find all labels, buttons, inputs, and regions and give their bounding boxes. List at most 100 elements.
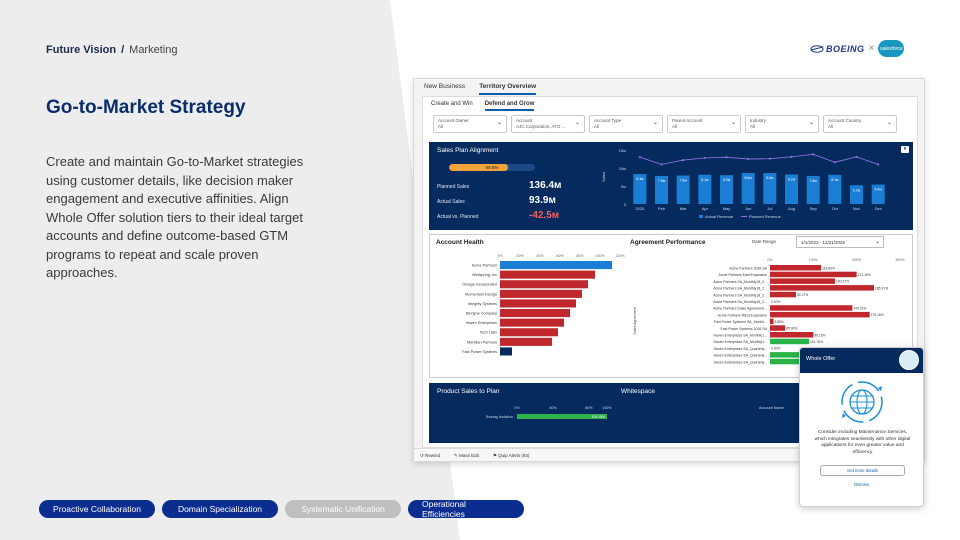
chevron-down-icon: ⌄ (808, 120, 814, 126)
actual-revenue-bar (806, 175, 820, 204)
x-tick-label: Oct (832, 206, 839, 211)
agreement-label: Acme Partners SA_Monthly18_2... (713, 300, 767, 304)
planned-revenue-point (768, 157, 771, 160)
y-tick-label: 5м (621, 184, 626, 189)
capability-pills: Proactive Collaboration Domain Specializ… (39, 499, 524, 519)
filter-account-type[interactable]: Account Type All ⌄ (589, 115, 663, 133)
agreement-value-label: 100.27% (836, 280, 849, 284)
subtab-defend-and-grow[interactable]: Defend and Grow (484, 101, 535, 111)
account-label: Bindyne Company (466, 312, 497, 316)
tab-new-business[interactable]: New Business (424, 83, 466, 90)
agreement-label: Haven Enterprises SA_Quarterly... (714, 360, 767, 364)
planned-revenue-line (639, 153, 879, 165)
dismiss-link[interactable]: Dismiss (854, 482, 869, 487)
agreement-label: Fast Power Systems SA_Monthl... (714, 320, 767, 324)
planned-revenue-point (855, 155, 858, 158)
account-health-bar (500, 309, 570, 318)
x-tick-label: 300% (895, 258, 905, 262)
agreement-bar (770, 318, 774, 325)
actual-vs-planned-label: Actual vs. Planned (437, 214, 479, 220)
x-tick-label: 200% (852, 258, 862, 262)
pill-systematic-unification[interactable]: Systematic Unification (285, 500, 401, 518)
filter-parent-account[interactable]: Parent Account All ⌄ (667, 115, 741, 133)
filter-account-owner[interactable]: Account Owner All ⌄ (433, 115, 507, 133)
breadcrumb: Future Vision / Marketing (46, 44, 177, 56)
x-tick-label: 80% (576, 254, 584, 258)
filter-value: All (750, 124, 756, 129)
account-label: Integrity Systems (468, 302, 497, 306)
agreement-value-label: 140.31% (853, 307, 866, 311)
account-health-bar (500, 318, 564, 327)
product-label: Boeing Isolation (486, 415, 513, 419)
tab-territory-overview[interactable]: Territory Overview (479, 83, 537, 95)
agreement-bar (770, 352, 801, 358)
date-range-label: Date Range (752, 239, 777, 244)
whitespace-column-label: Account Name (759, 406, 784, 410)
agreement-value-label: 8.89% (774, 320, 783, 324)
actual-revenue-bar (720, 175, 733, 204)
planned-revenue-point (660, 163, 663, 166)
sales-plan-title: Sales Plan Alignment (437, 147, 499, 154)
sales-plan-chart: 15м 10м 5м 0 Sales 8.3м 2020 7.8м Feb 7.9м Mar 8.1м… (601, 148, 885, 219)
account-health-bar (500, 270, 595, 279)
agreement-bar (770, 285, 874, 291)
quip-alerts-button[interactable]: ⚑ Quip Alerts (93) (492, 453, 530, 458)
agreement-label: Acme Partners 2026 SA (729, 267, 767, 271)
get-more-details-button[interactable]: Get more details (820, 465, 905, 476)
legend-label-actual: Actual Revenue (705, 214, 734, 219)
filter-account[interactable]: Account AJC Corporation, ATO ... ⌄ (511, 115, 585, 133)
agreement-label: Haven Enterprises SA_Quarterly... (714, 354, 767, 358)
chevron-down-icon: ⌄ (574, 120, 580, 126)
planned-revenue-point (638, 156, 641, 159)
bar-data-label: 8.1м (831, 178, 839, 182)
account-health-bar (500, 347, 512, 356)
agreement-value-label: 52.27% (797, 293, 808, 297)
x-tick-label: Mar (680, 206, 688, 211)
pill-proactive-collaboration[interactable]: Proactive Collaboration (39, 500, 155, 518)
x-tick-label: 100% (602, 406, 612, 410)
account-health-bar (500, 337, 552, 346)
filter-account-country[interactable]: Account Country All ⌄ (823, 115, 897, 133)
logos: BOEING × salesforce (810, 40, 905, 57)
mass-edit-button[interactable]: ✎ Mass Edit (454, 453, 479, 458)
subtab-create-and-win[interactable]: Create and Win (431, 101, 473, 107)
agreement-performance-title: Agreement Performance (630, 239, 706, 246)
logo-separator: × (868, 43, 875, 54)
agreement-value-label: 121.16% (858, 273, 871, 277)
agreement-label: Acme Partners SA_Monthly18_2... (713, 280, 767, 284)
y-axis-label: Sales (601, 172, 606, 182)
y-tick-label: 10м (619, 166, 626, 171)
filter-value: AJC Corporation, ATO ... (516, 124, 566, 129)
account-label: Omega Incorporated (462, 283, 497, 287)
page-description: Create and maintain Go-to-Market strateg… (46, 154, 304, 280)
pill-domain-specialization[interactable]: Domain Specialization (162, 500, 278, 518)
planned-revenue-point (877, 163, 880, 166)
dashboard-tabs: New Business Territory Overview (424, 83, 537, 95)
agreement-bar (770, 271, 857, 278)
bar-data-label: 8.6м (745, 176, 753, 180)
date-range-select[interactable]: 1/1/2022 - 12/31/2026 ⌄ (796, 236, 884, 248)
agreement-bar (770, 325, 786, 331)
pill-operational-efficiencies[interactable]: Operational Efficiencies (408, 499, 524, 519)
panel-menu-icon[interactable]: ▾ (901, 146, 909, 153)
y-tick-label: 0 (624, 202, 627, 207)
account-label: Fast Power Systems (462, 350, 497, 354)
agreement-label: Acme Partners East Expansion (719, 273, 767, 277)
rewind-button[interactable]: ↺ Rewind (420, 453, 441, 458)
planned-revenue-point (747, 157, 750, 161)
filter-label: Account Type (594, 118, 622, 123)
whole-offer-card: Whole Offer Consider including Maintenan… (799, 347, 924, 507)
actual-revenue-bar (785, 174, 798, 204)
agreement-label: Acme Partners Sales Agreement... (713, 307, 767, 311)
globe-refresh-icon (841, 381, 883, 423)
planned-sales-value: 136.4м (529, 180, 562, 191)
agreement-value-label: 0.00% (771, 300, 780, 304)
account-health-bar (500, 280, 588, 289)
progress-fill (449, 164, 509, 171)
filter-industry[interactable]: Industry All ⌄ (745, 115, 819, 133)
boeing-logo: BOEING (810, 44, 865, 54)
chevron-down-icon: ⌄ (874, 239, 880, 245)
chevron-down-icon: ⌄ (652, 120, 658, 126)
sales-plan-panel: Sales Plan Alignment 68.8% Planned Sales… (429, 142, 913, 230)
bar-data-label: 8.2м (788, 177, 796, 181)
